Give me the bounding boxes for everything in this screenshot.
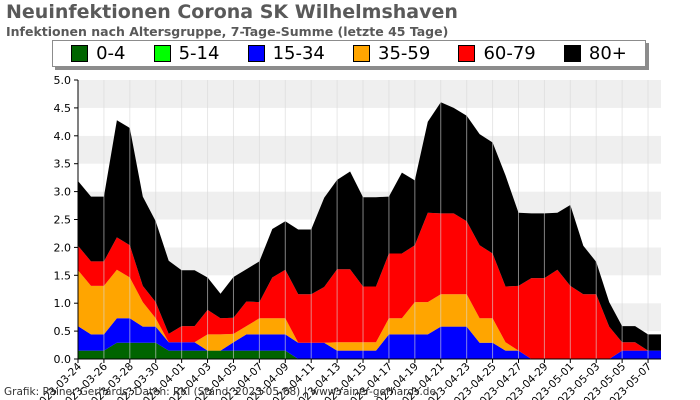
legend-swatch bbox=[71, 45, 89, 62]
y-tick-label: 2.5 bbox=[54, 214, 72, 227]
y-tick-label: 0.0 bbox=[54, 353, 72, 366]
legend-item: 5-14 bbox=[153, 43, 220, 64]
y-tick-label: 1.5 bbox=[54, 269, 72, 282]
y-tick-label: 4.5 bbox=[54, 102, 72, 115]
grid-band bbox=[78, 135, 661, 164]
area-series-35-59 bbox=[78, 269, 661, 359]
area-series-80plus bbox=[78, 102, 661, 351]
legend-label: 0-4 bbox=[96, 43, 126, 64]
grid-band bbox=[78, 107, 661, 136]
grid-band bbox=[78, 80, 661, 108]
y-tick-label: 3.0 bbox=[54, 186, 72, 199]
legend-label: 80+ bbox=[588, 43, 627, 64]
legend: 0-4 5-14 15-34 35-59 60-79 80+ bbox=[52, 40, 646, 67]
chart-subtitle: Infektionen nach Altersgruppe, 7-Tage-Su… bbox=[6, 24, 449, 39]
legend-label: 35-59 bbox=[378, 43, 431, 64]
chart-title: Neuinfektionen Corona SK Wilhelmshaven bbox=[6, 1, 458, 23]
legend-label: 5-14 bbox=[178, 43, 220, 64]
area-series-60-79 bbox=[78, 212, 661, 359]
y-tick-label: 4.0 bbox=[54, 130, 72, 143]
y-tick-label: 1.0 bbox=[54, 297, 72, 310]
legend-swatch bbox=[563, 45, 581, 62]
grid-band bbox=[78, 163, 661, 192]
legend-item: 80+ bbox=[563, 43, 627, 64]
y-tick-label: 5.0 bbox=[54, 74, 72, 87]
credit-text: Grafik: Rainer Gerhards, Daten: RKI (Sta… bbox=[4, 386, 436, 398]
legend-swatch bbox=[353, 45, 371, 62]
legend-swatch bbox=[153, 45, 171, 62]
legend-swatch bbox=[458, 45, 476, 62]
legend-label: 15-34 bbox=[272, 43, 325, 64]
y-tick-label: 3.5 bbox=[54, 158, 72, 171]
legend-item: 35-59 bbox=[353, 43, 430, 64]
y-tick-label: 2.0 bbox=[54, 241, 72, 254]
legend-item: 0-4 bbox=[71, 43, 125, 64]
area-series-0-4 bbox=[78, 342, 661, 359]
legend-item: 60-79 bbox=[458, 43, 536, 64]
legend-swatch bbox=[247, 45, 265, 62]
area-series-15-34 bbox=[78, 318, 661, 359]
legend-label: 60-79 bbox=[483, 43, 536, 64]
y-tick-label: 0.5 bbox=[54, 325, 72, 338]
legend-item: 15-34 bbox=[247, 43, 325, 64]
